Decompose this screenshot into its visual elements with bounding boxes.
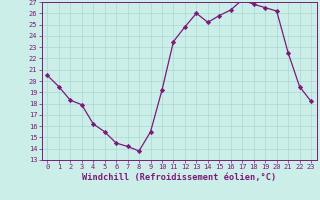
X-axis label: Windchill (Refroidissement éolien,°C): Windchill (Refroidissement éolien,°C) bbox=[82, 173, 276, 182]
